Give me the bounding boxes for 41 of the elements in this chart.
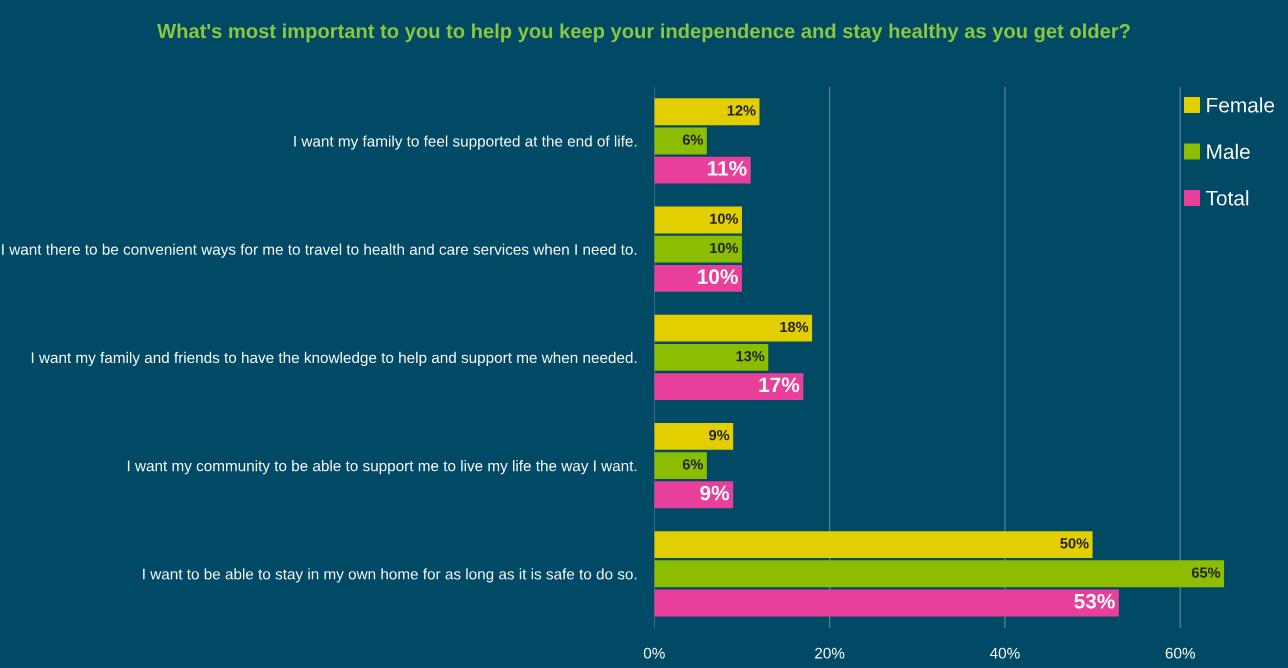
data-label: 10% <box>710 213 739 224</box>
bar <box>654 206 742 234</box>
bar <box>654 422 734 450</box>
data-label: 53% <box>1074 593 1115 609</box>
chart-title: What's most important to you to help you keep your independence and stay healthy as you get older? <box>157 23 1130 43</box>
legend-label: Male <box>1207 143 1250 160</box>
data-label: 10% <box>698 269 738 284</box>
x-tick-label: 20% <box>815 647 845 659</box>
bar <box>654 560 1225 588</box>
legend-label: Female <box>1207 97 1275 113</box>
legend-label: Total <box>1206 190 1249 206</box>
y-tick-label: I want to be able to stay in my own home for as long as it is safe to do so. <box>143 568 637 583</box>
data-label: 50% <box>1060 538 1089 549</box>
x-tick-label: 40% <box>989 647 1020 659</box>
data-label: 6% <box>682 459 704 470</box>
bar <box>654 452 707 480</box>
data-label: 6% <box>682 134 704 145</box>
data-label: 17% <box>759 377 800 393</box>
data-label: 65% <box>1191 567 1221 578</box>
y-tick-label: I want my community to be able to support me to live my life the way I want. <box>127 460 637 475</box>
x-tick-label: 0% <box>643 647 665 659</box>
y-tick-label: I want there to be convenient ways for me to travel to health and care services when I need to. <box>2 243 637 258</box>
bar <box>654 156 751 184</box>
data-label: 12% <box>727 105 756 116</box>
data-label: 10% <box>710 242 739 254</box>
bar <box>654 98 760 126</box>
data-label: 9% <box>709 429 730 441</box>
data-label: 9% <box>700 485 730 501</box>
bar <box>654 314 813 342</box>
y-tick-label: I want my family and friends to have the knowledge to help and support me when needed. <box>31 351 637 367</box>
bar <box>654 235 742 263</box>
data-label: 11% <box>707 161 747 176</box>
data-label: 18% <box>780 321 809 333</box>
x-tick-label: 60% <box>1165 647 1195 659</box>
bar <box>654 373 804 401</box>
bar <box>654 481 734 509</box>
data-label: 13% <box>736 350 765 362</box>
bar <box>654 531 1093 559</box>
bar <box>654 589 1119 617</box>
y-tick-label: I want my family to feel supported at the end of life. <box>294 135 637 150</box>
bar <box>654 343 769 371</box>
